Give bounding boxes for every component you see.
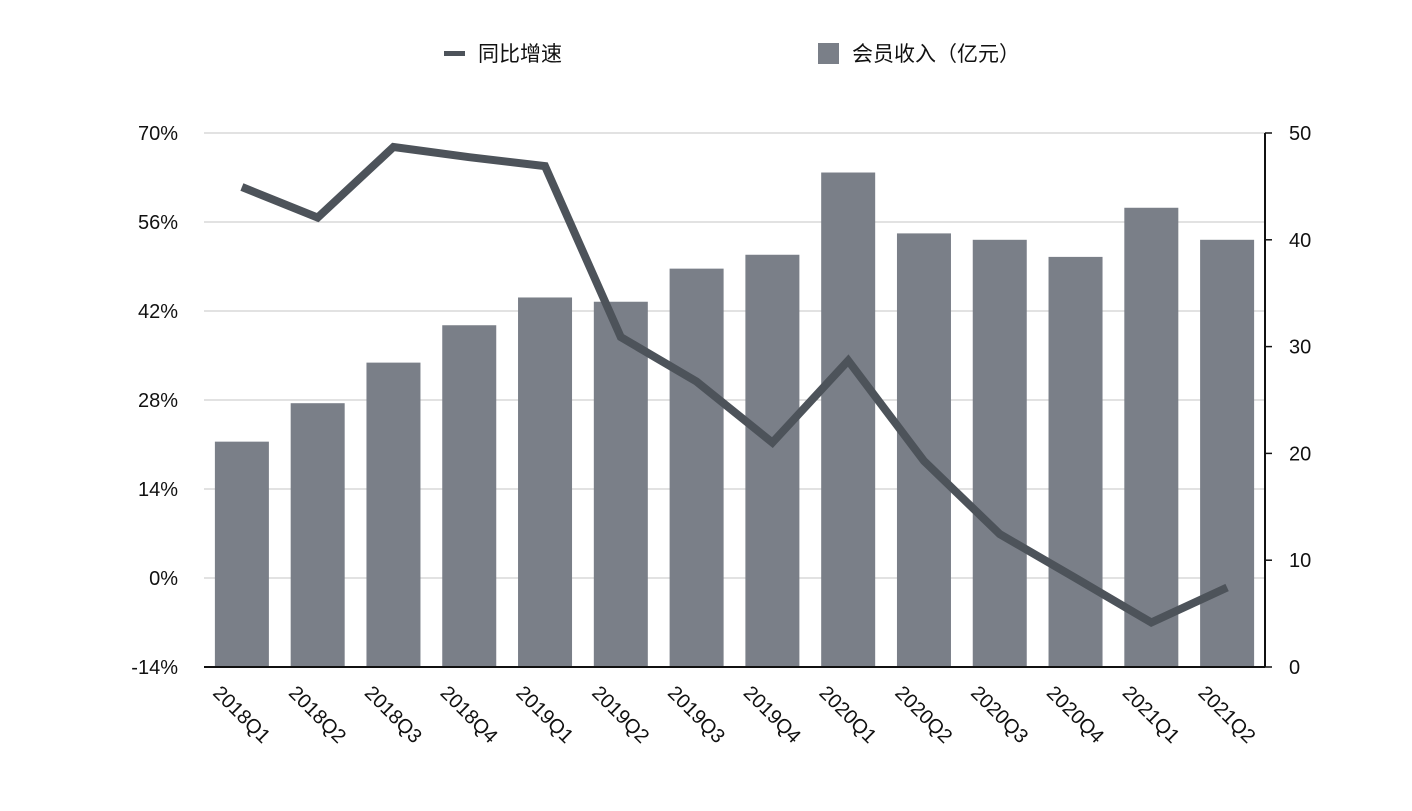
x-tick-label: 2019Q2 <box>587 682 653 748</box>
legend-swatch-line <box>444 51 465 56</box>
bar-2018Q4 <box>442 325 496 667</box>
legend-item-growth: 同比增速 <box>444 42 562 66</box>
x-tick-label: 2018Q4 <box>436 682 502 748</box>
y-right-tick-label: 50 <box>1289 123 1311 145</box>
bar-2018Q1 <box>215 442 269 667</box>
y-right-tick-label: 40 <box>1289 230 1311 252</box>
x-tick-label: 2020Q3 <box>966 682 1032 748</box>
y-left-tick-label: 70% <box>138 123 178 145</box>
legend-label-revenue: 会员收入（亿元） <box>852 42 1020 66</box>
legend-swatch-bar <box>818 43 839 64</box>
y-left-tick-label: 14% <box>138 479 178 501</box>
bar-2021Q2 <box>1200 240 1254 667</box>
x-tick-label: 2019Q1 <box>512 682 578 748</box>
bar-2020Q3 <box>973 240 1027 667</box>
bar-2018Q3 <box>366 363 420 667</box>
legend-item-revenue: 会员收入（亿元） <box>818 42 1020 66</box>
y-left-tick-label: 0% <box>149 568 178 590</box>
x-tick-label: 2019Q4 <box>739 682 805 748</box>
x-tick-label: 2018Q1 <box>208 682 274 748</box>
x-tick-label: 2020Q2 <box>890 682 956 748</box>
legend: 同比增速 会员收入（亿元） <box>444 42 1020 66</box>
x-tick-label: 2018Q2 <box>284 682 350 748</box>
x-tick-label: 2018Q3 <box>360 682 426 748</box>
grid-lines <box>204 133 1265 578</box>
y-left-tick-label: 28% <box>138 390 178 412</box>
bar-2021Q1 <box>1124 208 1178 667</box>
y-right-tick-label: 10 <box>1289 550 1311 572</box>
y-right-tick-label: 20 <box>1289 443 1311 465</box>
bar-2019Q2 <box>594 302 648 667</box>
y-right-tick-label: 0 <box>1289 657 1300 679</box>
bar-2020Q2 <box>897 233 951 667</box>
y-right-tick-label: 30 <box>1289 337 1311 359</box>
y-left-tick-label: 56% <box>138 212 178 234</box>
x-tick-label: 2021Q1 <box>1118 682 1184 748</box>
y-left-tick-label: -14% <box>131 657 178 679</box>
bar-2020Q1 <box>821 173 875 667</box>
bar-2019Q3 <box>670 269 724 667</box>
x-tick-label: 2020Q4 <box>1042 682 1108 748</box>
x-tick-label: 2019Q3 <box>663 682 729 748</box>
legend-label-growth: 同比增速 <box>478 42 562 66</box>
x-tick-label: 2020Q1 <box>815 682 881 748</box>
y-left-tick-label: 42% <box>138 301 178 323</box>
bar-2020Q4 <box>1049 257 1103 667</box>
bar-2018Q2 <box>291 403 345 667</box>
bar-2019Q1 <box>518 297 572 667</box>
bar-2019Q4 <box>745 255 799 667</box>
x-tick-label: 2021Q2 <box>1194 682 1260 748</box>
